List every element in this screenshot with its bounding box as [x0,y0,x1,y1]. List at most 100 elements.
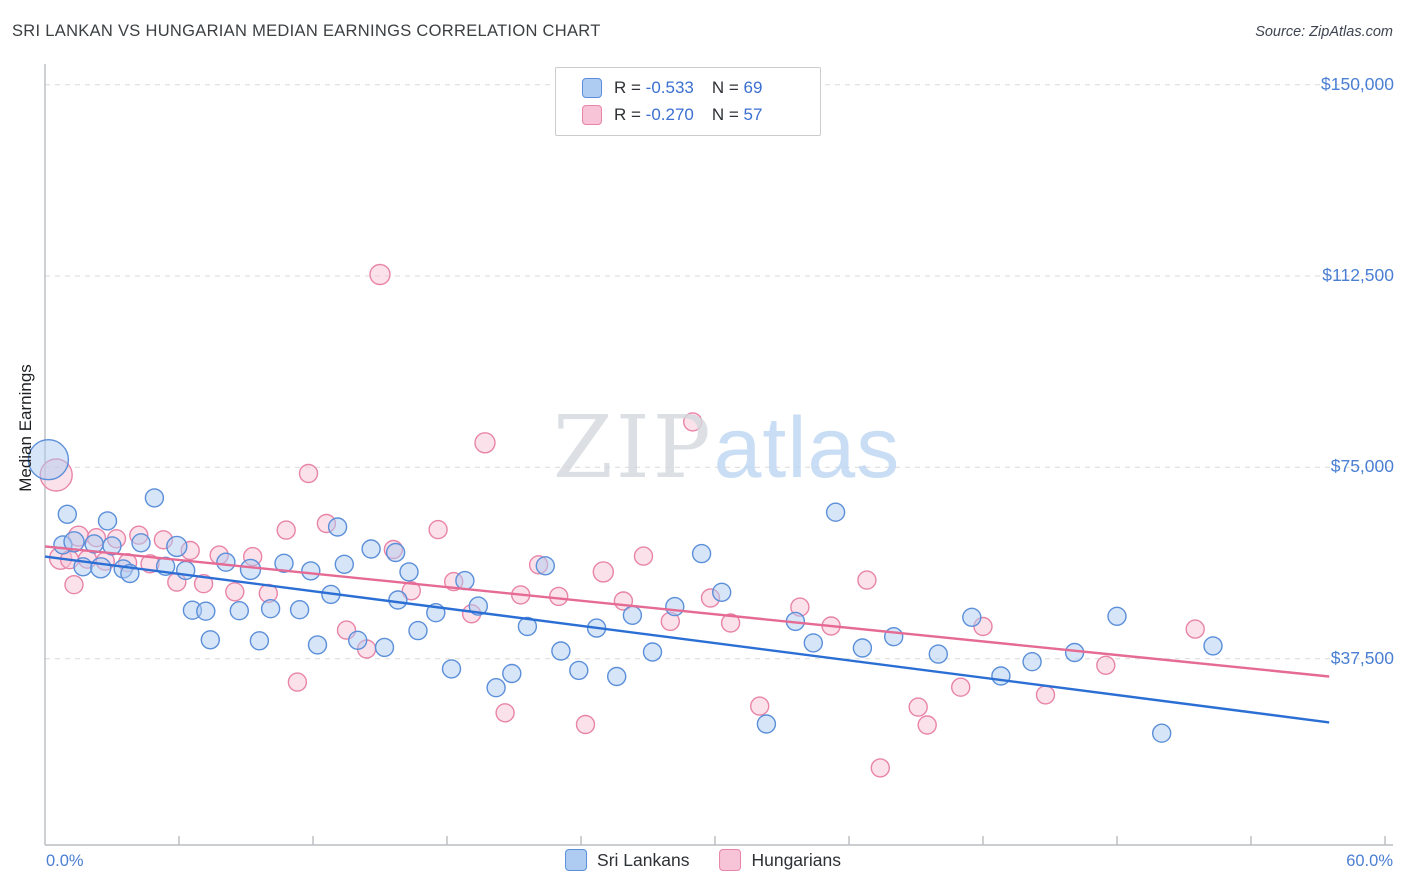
scatter-point-sri-lankans[interactable] [756,714,777,734]
scatter-point-hungarians[interactable] [64,575,84,595]
scatter-point-hungarians[interactable] [592,561,614,583]
scatter-point-hungarians[interactable] [428,519,448,540]
legend-item-label: Sri Lankans [597,849,690,870]
scatter-point-sri-lankans[interactable] [348,630,368,650]
scatter-point-sri-lankans[interactable] [334,554,354,574]
scatter-point-sri-lankans[interactable] [200,630,221,650]
trend-line-hungarians [44,545,1330,678]
scatter-point-hungarians[interactable] [750,696,770,716]
scatter-point-sri-lankans[interactable] [196,601,216,621]
scatter-point-hungarians[interactable] [951,677,971,697]
scatter-point-hungarians[interactable] [474,432,496,454]
scatter-point-hungarians[interactable] [720,613,741,633]
scatter-point-sri-lankans[interactable] [57,504,78,524]
r-label: R = [614,78,641,97]
scatter-point-sri-lankans[interactable] [569,660,589,681]
scatter-point-sri-lankans[interactable] [249,631,270,651]
scatter-point-sri-lankans[interactable] [607,666,627,687]
scatter-point-sri-lankans[interactable] [144,488,165,508]
scatter-point-sri-lankans[interactable] [517,616,538,637]
scatter-point-sri-lankans[interactable] [691,543,712,564]
scatter-point-sri-lankans[interactable] [301,561,321,581]
scatter-point-sri-lankans[interactable] [535,556,555,576]
scatter-point-sri-lankans[interactable] [361,539,381,559]
source-attribution: Source: ZipAtlas.com [1255,24,1393,40]
scatter-point-sri-lankans[interactable] [1151,723,1172,743]
scatter-point-hungarians[interactable] [401,581,421,601]
scatter-point-sri-lankans[interactable] [388,590,408,610]
y-tick-label: $75,000 [1330,456,1394,477]
scatter-point-sri-lankans[interactable] [1022,652,1042,672]
scatter-point-sri-lankans[interactable] [289,600,310,620]
scatter-point-sri-lankans[interactable] [884,627,904,647]
scatter-point-hungarians[interactable] [908,697,928,717]
scatter-point-sri-lankans[interactable] [825,502,846,522]
scatter-point-hungarians[interactable] [575,714,596,735]
correlation-legend: R = -0.533 N = 69 R = -0.270 N = 57 [555,67,821,136]
hungarians-swatch [582,105,602,125]
scatter-point-sri-lankans[interactable] [1107,606,1127,626]
scatter-point-hungarians[interactable] [193,574,214,594]
scatter-point-sri-lankans[interactable] [239,558,262,581]
scatter-point-sri-lankans[interactable] [1203,636,1223,656]
scatter-point-sri-lankans[interactable] [131,533,151,553]
series-legend: Sri Lankans Hungarians [565,849,841,871]
scatter-point-sri-lankans[interactable] [399,562,419,582]
scatter-point-sri-lankans[interactable] [307,635,328,655]
scatter-point-sri-lankans[interactable] [928,644,948,664]
scatter-point-sri-lankans[interactable] [441,659,462,679]
scatter-point-sri-lankans[interactable] [486,678,506,698]
scatter-point-sri-lankans[interactable] [962,607,982,627]
scatter-point-hungarians[interactable] [917,715,937,735]
sri-lankans-swatch [565,849,588,871]
scatter-point-hungarians[interactable] [683,412,703,432]
scatter-point-sri-lankans[interactable] [385,542,406,563]
scatter-point-sri-lankans[interactable] [229,601,250,621]
scatter-point-hungarians[interactable] [633,546,654,566]
scatter-point-hungarians[interactable] [1035,685,1056,705]
scatter-point-hungarians[interactable] [287,672,308,692]
scatter-point-sri-lankans[interactable] [216,552,236,572]
scatter-point-sri-lankans[interactable] [642,642,663,662]
scatter-point-hungarians[interactable] [1185,619,1205,639]
scatter-point-sri-lankans[interactable] [374,637,395,658]
scatter-point-sri-lankans[interactable] [27,439,70,481]
trend-line-sri-lankans [44,555,1330,724]
scatter-point-hungarians[interactable] [1096,655,1116,675]
scatter-point-sri-lankans[interactable] [408,620,428,641]
scatter-point-sri-lankans[interactable] [102,536,122,556]
n-value: 69 [743,78,763,97]
y-axis-label: Median Earnings [16,364,35,492]
scatter-point-sri-lankans[interactable] [97,511,118,531]
scatter-point-sri-lankans[interactable] [260,599,281,619]
scatter-point-hungarians[interactable] [225,582,245,602]
scatter-point-hungarians[interactable] [857,570,877,590]
scatter-point-sri-lankans[interactable] [90,557,112,579]
y-tick-label: $150,000 [1321,73,1394,94]
x-axis-min-label: 0.0% [46,852,84,870]
scatter-point-hungarians[interactable] [298,463,319,484]
scatter-point-sri-lankans[interactable] [712,582,732,602]
scatter-point-sri-lankans[interactable] [803,633,823,653]
scatter-point-sri-lankans[interactable] [468,596,488,616]
scatter-point-sri-lankans[interactable] [991,666,1011,686]
scatter-point-sri-lankans[interactable] [274,553,294,573]
scatter-point-hungarians[interactable] [549,586,569,607]
scatter-point-sri-lankans[interactable] [327,517,348,537]
scatter-point-hungarians[interactable] [495,703,515,723]
scatter-point-sri-lankans[interactable] [622,605,643,625]
scatter-point-sri-lankans[interactable] [502,663,522,684]
scatter-point-sri-lankans[interactable] [852,638,873,658]
scatter-point-sri-lankans[interactable] [455,570,475,591]
x-axis-max-label: 60.0% [1346,852,1393,870]
scatter-point-hungarians[interactable] [276,520,296,540]
scatter-point-hungarians[interactable] [870,758,890,778]
scatter-point-sri-lankans[interactable] [665,596,685,617]
scatter-point-sri-lankans[interactable] [551,641,571,661]
scatter-point-sri-lankans[interactable] [166,535,188,558]
scatter-point-hungarians[interactable] [369,263,391,286]
scatter-point-sri-lankans[interactable] [63,531,85,553]
legend-item-sri-lankans: Sri Lankans [565,849,689,871]
